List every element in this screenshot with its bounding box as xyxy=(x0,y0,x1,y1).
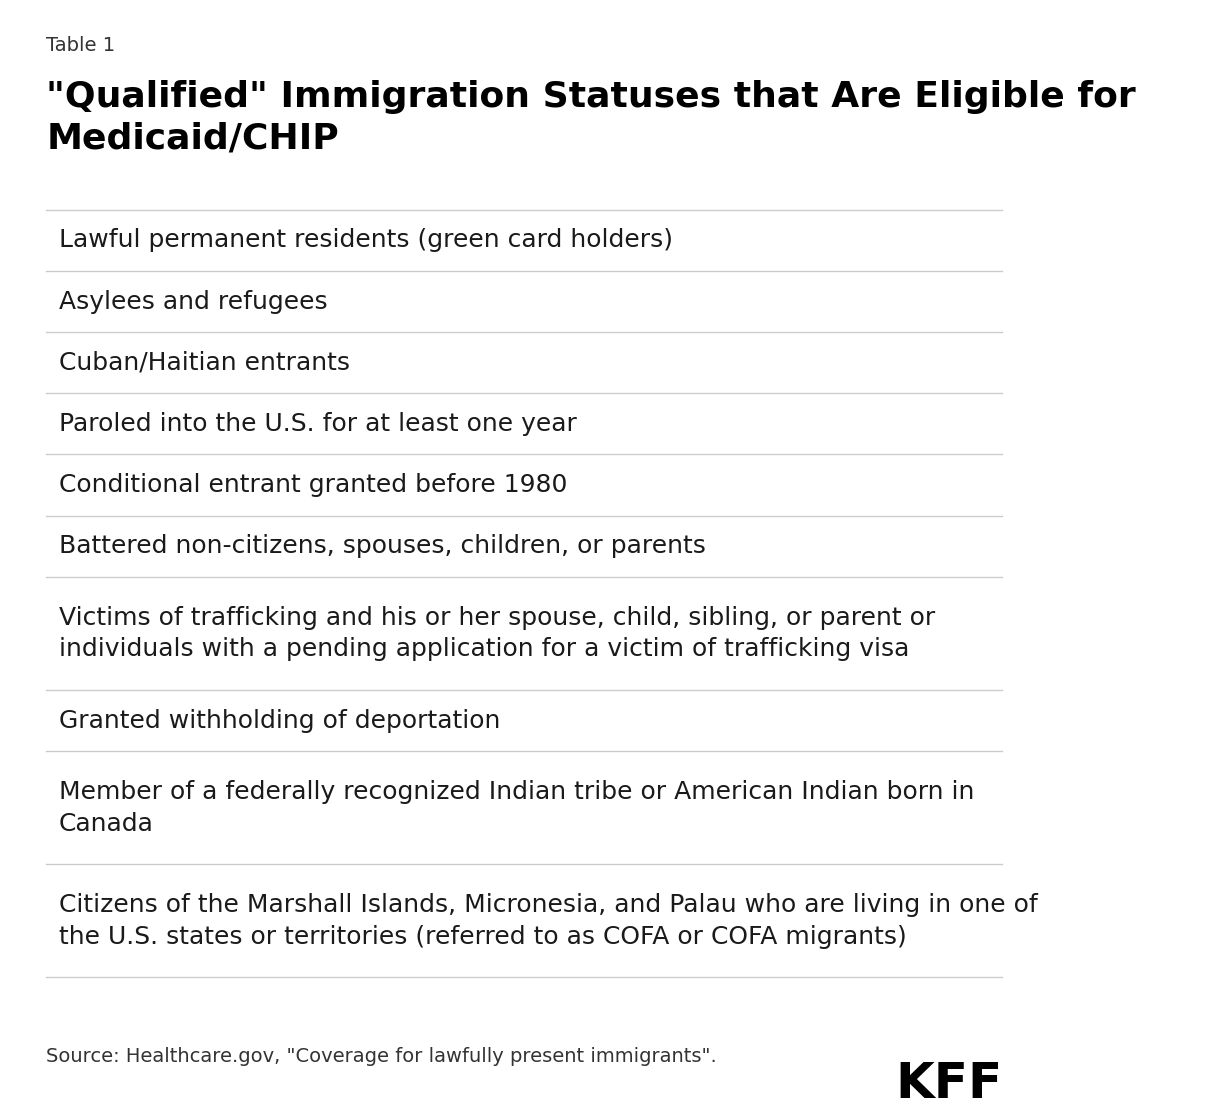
Text: Table 1: Table 1 xyxy=(46,37,116,56)
Text: KFF: KFF xyxy=(895,1060,1002,1108)
Text: Battered non-citizens, spouses, children, or parents: Battered non-citizens, spouses, children… xyxy=(59,534,705,558)
Text: Conditional entrant granted before 1980: Conditional entrant granted before 1980 xyxy=(59,473,567,498)
Text: Victims of trafficking and his or her spouse, child, sibling, or parent or
indiv: Victims of trafficking and his or her sp… xyxy=(59,606,936,661)
Text: "Qualified" Immigration Statuses that Are Eligible for
Medicaid/CHIP: "Qualified" Immigration Statuses that Ar… xyxy=(46,79,1136,155)
Text: Cuban/Haitian entrants: Cuban/Haitian entrants xyxy=(59,351,350,375)
Text: Member of a federally recognized Indian tribe or American Indian born in
Canada: Member of a federally recognized Indian … xyxy=(59,780,975,835)
Text: Granted withholding of deportation: Granted withholding of deportation xyxy=(59,709,500,732)
Text: Paroled into the U.S. for at least one year: Paroled into the U.S. for at least one y… xyxy=(59,411,577,436)
Text: Source: Healthcare.gov, "Coverage for lawfully present immigrants".: Source: Healthcare.gov, "Coverage for la… xyxy=(46,1046,717,1065)
Text: Lawful permanent residents (green card holders): Lawful permanent residents (green card h… xyxy=(59,228,673,253)
Text: Asylees and refugees: Asylees and refugees xyxy=(59,290,327,313)
Text: Citizens of the Marshall Islands, Micronesia, and Palau who are living in one of: Citizens of the Marshall Islands, Micron… xyxy=(59,893,1038,949)
